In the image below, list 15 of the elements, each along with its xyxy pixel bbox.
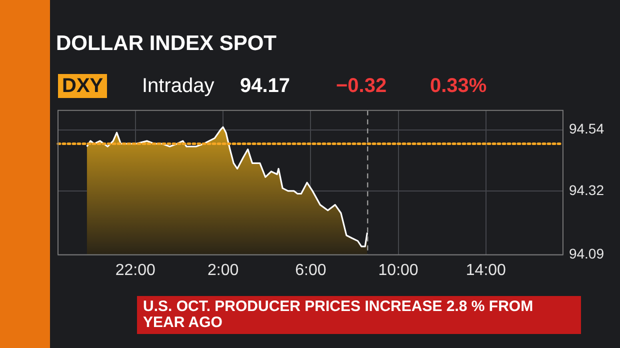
chart-title: DOLLAR INDEX SPOT	[56, 32, 277, 56]
x-tick-label: 14:00	[466, 262, 506, 279]
y-tick-label: 94.32	[568, 182, 604, 198]
text: −0.32	[336, 74, 387, 98]
x-tick-label: 2:00	[207, 262, 239, 279]
y-tick-label: 94.54	[568, 120, 604, 137]
text: U.S. OCT. PRODUCER PRICES INCREASE 2.8 % FROM YEAR AGO	[137, 296, 581, 334]
text: 94.17	[240, 74, 290, 98]
text: Intraday	[142, 74, 214, 98]
text: DXY	[58, 74, 108, 98]
text: 0.33%	[430, 74, 487, 98]
x-tick-label: 10:00	[378, 262, 418, 279]
x-tick-label: 22:00	[115, 262, 156, 279]
x-tick-label: 6:00	[295, 262, 326, 279]
y-tick-label: 94.09	[568, 246, 604, 262]
